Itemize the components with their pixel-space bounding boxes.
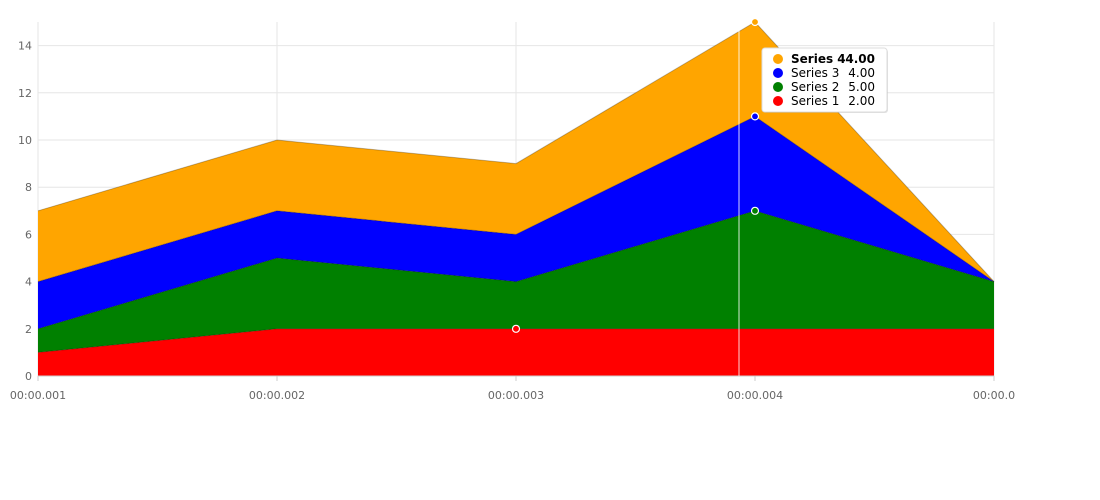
tooltip-box xyxy=(761,47,888,113)
x-tick-label: 00:00.003 xyxy=(488,389,544,402)
tooltip-swatch xyxy=(773,96,783,106)
tooltip-series-value: 4.00 xyxy=(845,52,875,66)
area-series-3 xyxy=(38,116,994,329)
tooltip-swatch xyxy=(773,54,783,64)
tooltip-series-name: Series 1 xyxy=(791,94,839,108)
tooltip-swatch xyxy=(773,68,783,78)
highlight-point[interactable] xyxy=(511,324,521,333)
series-edge-line xyxy=(37,115,995,283)
y-tick-label: 6 xyxy=(25,228,32,241)
y-tick-label: 12 xyxy=(18,87,32,100)
area-series-1 xyxy=(38,328,994,376)
tooltip-series-value: 2.00 xyxy=(848,94,875,108)
y-tick-label: 4 xyxy=(25,276,32,289)
hover-point[interactable] xyxy=(750,206,760,215)
tooltip-series-name: Series 3 xyxy=(791,66,839,80)
y-tick-label: 0 xyxy=(25,370,32,383)
y-tick-label: 14 xyxy=(18,40,32,53)
hover-point[interactable] xyxy=(750,17,760,27)
tooltip: Series 4 4.00 Series 3 4.00 Series 2 5.00 Seri… xyxy=(761,47,888,113)
area-layer xyxy=(38,22,994,376)
x-tick-label: 00:00.0 xyxy=(973,389,1015,402)
tooltip-series-name: Series 4 xyxy=(791,52,846,66)
y-tick-label: 8 xyxy=(25,181,32,194)
series-edge-line xyxy=(37,210,995,330)
hover-layer xyxy=(511,17,760,376)
x-tick-label: 00:00.001 xyxy=(10,389,66,402)
tooltip-series-value: 5.00 xyxy=(848,80,875,94)
y-tick-label: 2 xyxy=(25,323,32,336)
y-tick-label: 10 xyxy=(18,134,32,147)
tooltip-series-name: Series 2 xyxy=(791,80,839,94)
axis-layer: 0 2 4 6 8 10 12 14 00:00.001 00:00.002 00:00.003 00… xyxy=(10,40,1015,402)
area-series-4 xyxy=(38,22,994,282)
hover-point[interactable] xyxy=(750,112,760,121)
tooltip-series-value: 4.00 xyxy=(848,66,875,80)
x-tick-label: 00:00.002 xyxy=(249,389,305,402)
x-tick-label: 00:00.004 xyxy=(727,389,783,402)
tooltip-swatch xyxy=(773,82,783,92)
